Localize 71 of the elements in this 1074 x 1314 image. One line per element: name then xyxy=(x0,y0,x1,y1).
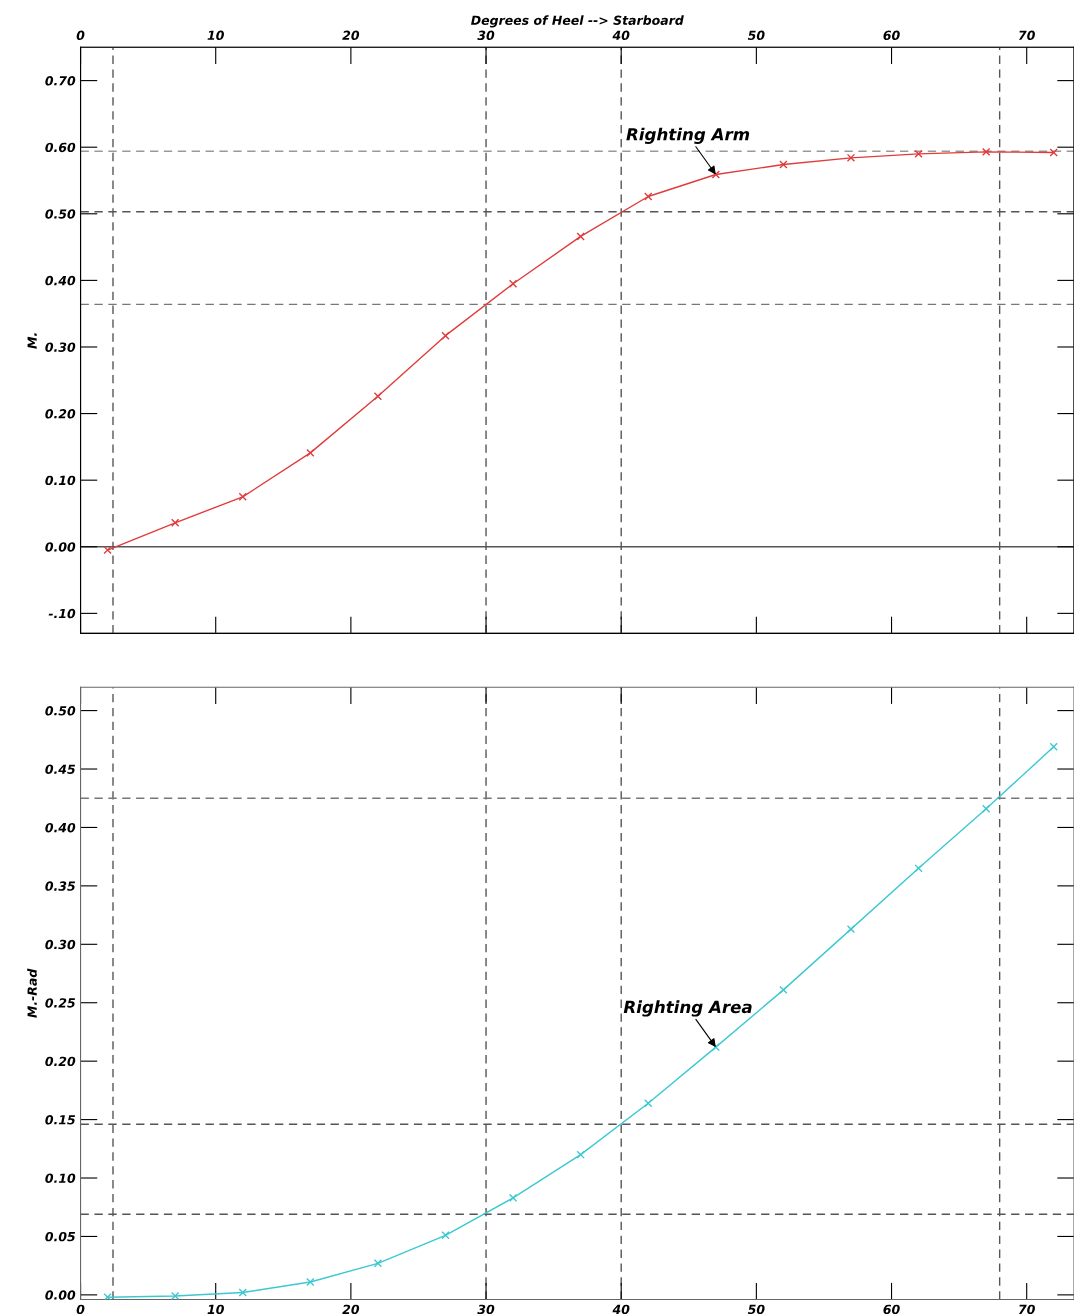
point xyxy=(914,149,923,159)
point xyxy=(508,1193,518,1203)
x-tick-label: 40 xyxy=(612,1304,630,1314)
y-tick-label: 0.40 xyxy=(45,822,76,833)
y-tick-label: 0.30 xyxy=(45,342,76,352)
y-tick-label: 0.70 xyxy=(45,76,76,86)
y-tick-label: 0.20 xyxy=(45,409,76,419)
y-tick-label: 0.05 xyxy=(45,1231,76,1242)
point xyxy=(103,1293,112,1300)
annotation: Righting Area xyxy=(623,1000,752,1017)
point xyxy=(170,1291,180,1300)
point xyxy=(170,518,180,527)
point xyxy=(576,1150,585,1159)
x2-tick-label: 70 xyxy=(1018,30,1035,41)
point xyxy=(508,279,518,288)
y-tick-label: 0.50 xyxy=(45,706,76,716)
y-tick-label: 0.40 xyxy=(45,275,76,286)
point xyxy=(441,331,450,340)
x2-tick-label: 50 xyxy=(747,30,765,41)
y-tick-label: 0.10 xyxy=(45,475,76,486)
y-tick-label: 0.30 xyxy=(45,939,76,950)
x2-tick-label: 30 xyxy=(477,30,495,41)
point xyxy=(981,804,991,813)
point xyxy=(1049,148,1058,157)
x-tick-label: 30 xyxy=(477,1304,495,1314)
x-tick-label: 20 xyxy=(342,1304,360,1314)
x2-tick-label: 60 xyxy=(883,30,900,41)
annotation: Righting Arm xyxy=(626,127,750,144)
point xyxy=(914,864,923,873)
point xyxy=(103,545,112,555)
x-tick-label: 70 xyxy=(1018,1304,1035,1314)
x2-tick-label: 10 xyxy=(207,30,224,41)
y-tick-label: 0.50 xyxy=(45,209,76,219)
point xyxy=(306,1277,315,1287)
x2-tick-label: 0 xyxy=(76,30,85,41)
x-tick-label: 60 xyxy=(883,1304,900,1314)
y-tick-label: 0.45 xyxy=(45,764,76,774)
y-tick-label: 0.35 xyxy=(45,881,76,891)
x2-tick-label: 20 xyxy=(342,30,360,41)
point xyxy=(373,1259,383,1268)
y-tick-label: 0.20 xyxy=(45,1056,76,1067)
y-axis-title: M.-Rad xyxy=(27,968,37,1018)
point xyxy=(846,924,856,934)
point xyxy=(1049,742,1058,751)
y-tick-label: 0.10 xyxy=(45,1173,76,1183)
y-tick-label: 0.00 xyxy=(45,1290,76,1300)
y-tick-label: 0.15 xyxy=(45,1115,76,1125)
point xyxy=(644,192,653,201)
y-tick-label: -.10 xyxy=(48,608,76,619)
x-tick-label: 10 xyxy=(207,1304,224,1314)
point xyxy=(576,232,585,241)
y-tick-label: 0.00 xyxy=(45,542,76,552)
point xyxy=(441,1231,450,1240)
point xyxy=(981,147,991,157)
point xyxy=(306,448,315,458)
x-tick-label: 50 xyxy=(747,1304,765,1314)
x2-tick-label: 40 xyxy=(612,30,630,41)
point xyxy=(711,170,720,179)
y-tick-label: 0.60 xyxy=(45,142,76,153)
point xyxy=(779,985,788,995)
x2-axis-title: Degrees of Heel --> Starboard xyxy=(471,15,684,28)
x-tick-label: 0 xyxy=(76,1304,85,1314)
point xyxy=(238,492,247,501)
point xyxy=(644,1099,653,1108)
point xyxy=(846,153,856,163)
point xyxy=(238,1288,247,1297)
y-tick-label: 0.25 xyxy=(45,998,76,1008)
point xyxy=(373,392,383,401)
point xyxy=(711,1042,720,1052)
point xyxy=(779,160,788,169)
y-axis-title: M. xyxy=(27,333,37,349)
